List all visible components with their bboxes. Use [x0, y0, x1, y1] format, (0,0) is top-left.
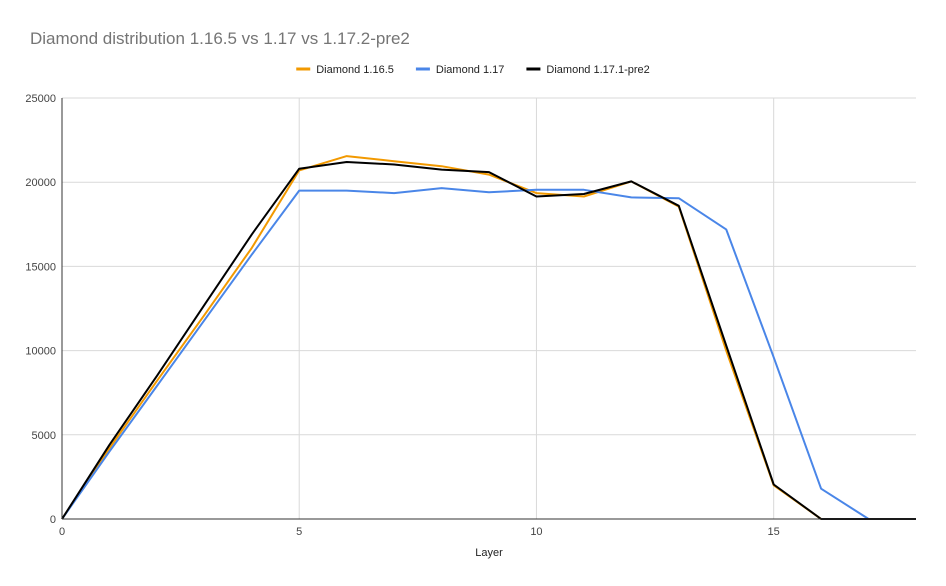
legend-item: Diamond 1.17 — [415, 64, 505, 76]
y-axis-ticks: 0 5000 10000 15000 20000 25000 — [25, 93, 56, 526]
x-tick-label: 10 — [530, 526, 542, 538]
y-tick-label: 0 — [50, 514, 56, 526]
series-0 — [61, 155, 917, 520]
legend-label: Diamond 1.16.5 — [316, 64, 394, 76]
y-tick-label: 10000 — [25, 346, 56, 358]
legend-item: Diamond 1.17.1-pre2 — [526, 64, 650, 76]
y-tick-label: 20000 — [25, 177, 56, 189]
series-line — [61, 187, 916, 520]
y-tick-label: 25000 — [25, 93, 56, 105]
legend-label: Diamond 1.17 — [436, 64, 505, 76]
x-tick-label: 5 — [296, 526, 302, 538]
grid — [62, 97, 916, 519]
y-tick-label: 15000 — [25, 261, 56, 273]
chart-title: Diamond distribution 1.16.5 vs 1.17 vs 1… — [30, 29, 410, 48]
x-axis-ticks: 0 5 10 15 — [59, 526, 780, 538]
series-2 — [61, 161, 917, 520]
legend: Diamond 1.16.5 Diamond 1.17 Diamond 1.17.1… — [296, 64, 650, 76]
x-tick-label: 15 — [768, 526, 780, 538]
legend-item: Diamond 1.16.5 — [296, 64, 394, 76]
x-tick-label: 0 — [59, 526, 65, 538]
x-axis-label: Layer — [475, 547, 503, 559]
legend-label: Diamond 1.17.1-pre2 — [546, 64, 649, 76]
series-line — [61, 155, 916, 520]
series-lines — [61, 155, 917, 520]
series-1 — [61, 187, 917, 520]
y-tick-label: 5000 — [32, 430, 56, 442]
